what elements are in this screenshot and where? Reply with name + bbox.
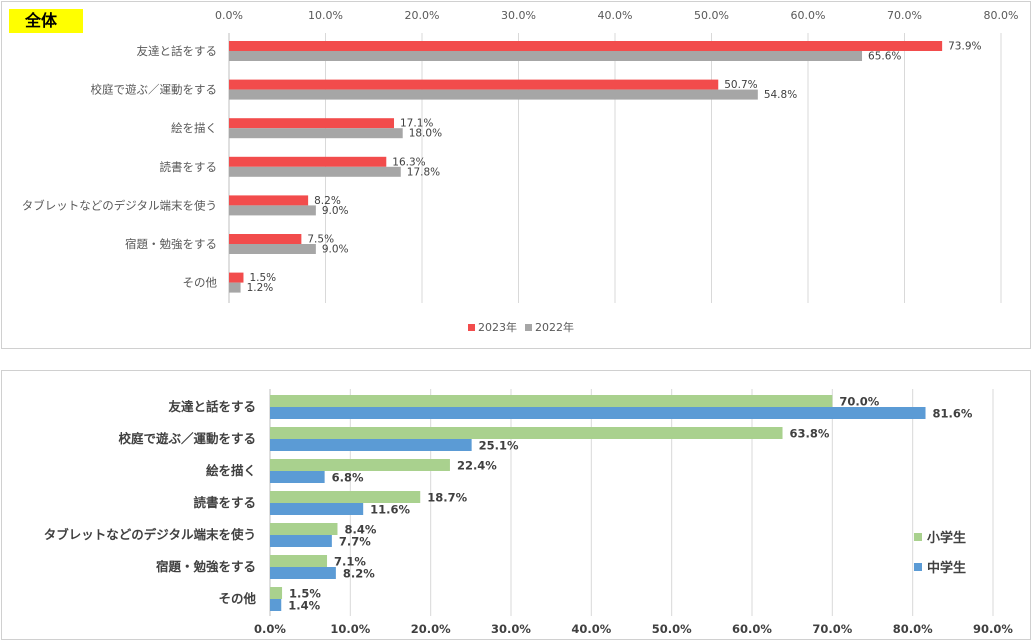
bar-series2 (229, 89, 758, 100)
x-tick-label: 40.0% (598, 9, 633, 22)
category-label: その他 (218, 591, 256, 606)
bar-series2 (229, 166, 401, 177)
legend-swatch (914, 533, 922, 541)
data-label: 1.2% (247, 282, 274, 294)
x-tick-label: 10.0% (308, 9, 343, 22)
category-label: その他 (183, 276, 218, 290)
category-label: 校庭で遊ぶ／運動をする (91, 83, 218, 97)
data-label: 9.0% (322, 244, 349, 256)
data-label: 7.7% (339, 535, 371, 549)
x-tick-label: 0.0% (254, 622, 286, 636)
bar-series1 (270, 555, 328, 567)
bar-series2 (229, 205, 316, 216)
legend-swatch (468, 324, 475, 331)
legend-label: 2023年 (478, 320, 517, 334)
data-label: 54.8% (764, 89, 797, 101)
bar-series1 (229, 41, 943, 51)
legend-label: 中学生 (927, 560, 966, 576)
bar-series1 (270, 459, 450, 471)
bar-series2 (229, 244, 316, 254)
x-tick-label: 20.0% (405, 9, 440, 22)
category-label: 友達と話をする (137, 44, 218, 58)
x-tick-label: 90.0% (973, 622, 1013, 636)
bar-series2 (270, 407, 926, 419)
bar-series2 (270, 599, 282, 611)
category-label: タブレットなどのデジタル端末を使う (22, 198, 217, 212)
bar-series1 (270, 427, 783, 439)
x-tick-label: 30.0% (501, 9, 536, 22)
data-label: 17.8% (407, 166, 440, 178)
data-label: 70.0% (839, 395, 879, 409)
bar-series1 (229, 79, 719, 90)
x-tick-label: 0.0% (215, 9, 243, 22)
bar-series2 (229, 282, 241, 293)
x-tick-label: 70.0% (812, 622, 852, 636)
legend-label: 2022年 (535, 320, 574, 334)
data-label: 1.5% (249, 272, 276, 284)
data-label: 1.5% (289, 587, 321, 601)
data-label: 65.6% (868, 51, 901, 63)
x-tick-label: 70.0% (887, 9, 922, 22)
bar-series2 (270, 471, 325, 483)
data-label: 11.6% (370, 503, 410, 517)
data-label: 8.2% (314, 195, 341, 207)
bar-series1 (270, 395, 833, 407)
bar-series1 (270, 523, 338, 535)
legend-swatch (525, 324, 532, 331)
legend-label: 小学生 (927, 530, 966, 546)
category-label: 宿題・勉強をする (125, 237, 217, 251)
data-label: 1.4% (288, 599, 320, 613)
x-tick-label: 30.0% (491, 622, 531, 636)
data-label: 63.8% (790, 427, 830, 441)
bar-series2 (270, 439, 472, 451)
bar-series1 (270, 587, 283, 599)
x-tick-label: 50.0% (652, 622, 692, 636)
category-label: 絵を描く (171, 121, 217, 135)
bar-series2 (270, 535, 332, 547)
data-label: 25.1% (479, 439, 519, 453)
x-tick-label: 60.0% (791, 9, 826, 22)
category-label: 友達と話をする (167, 399, 256, 414)
data-label: 8.2% (343, 567, 375, 581)
category-label: 宿題・勉強をする (156, 559, 256, 574)
bar-series1 (229, 118, 395, 129)
category-label: 読書をする (160, 160, 218, 174)
data-label: 9.0% (322, 205, 349, 217)
bar-series1 (229, 234, 302, 244)
category-label: 校庭で遊ぶ／運動をする (118, 431, 256, 446)
bar-series1 (229, 156, 387, 167)
legend-swatch (914, 563, 922, 571)
data-label: 50.7% (724, 79, 757, 91)
data-label: 18.0% (409, 128, 442, 140)
data-label: 18.7% (427, 491, 467, 505)
bar-series1 (229, 195, 309, 206)
data-label: 16.3% (392, 156, 425, 168)
chart-title-badge: 全体 (9, 9, 83, 33)
x-tick-label: 60.0% (732, 622, 772, 636)
x-tick-label: 50.0% (694, 9, 729, 22)
data-label: 73.9% (948, 41, 981, 53)
bar-series2 (229, 51, 863, 61)
bar-series1 (270, 491, 421, 503)
x-tick-label: 10.0% (330, 622, 370, 636)
x-tick-label: 80.0% (984, 9, 1019, 22)
bar-series2 (270, 503, 364, 515)
data-label: 8.4% (344, 523, 376, 537)
x-tick-label: 20.0% (411, 622, 451, 636)
data-label: 81.6% (933, 407, 973, 421)
bar-series2 (229, 128, 403, 139)
data-label: 7.1% (334, 555, 366, 569)
bar-series2 (270, 567, 336, 579)
category-label: 絵を描く (206, 463, 256, 478)
bar-series1 (229, 272, 244, 283)
data-label: 6.8% (332, 471, 364, 485)
data-label: 17.1% (400, 118, 433, 130)
category-label: 読書をする (193, 495, 256, 510)
x-tick-label: 40.0% (571, 622, 611, 636)
data-label: 7.5% (307, 234, 334, 246)
data-label: 22.4% (457, 459, 497, 473)
category-label: タブレットなどのデジタル端末を使う (44, 527, 256, 542)
x-tick-label: 80.0% (893, 622, 933, 636)
